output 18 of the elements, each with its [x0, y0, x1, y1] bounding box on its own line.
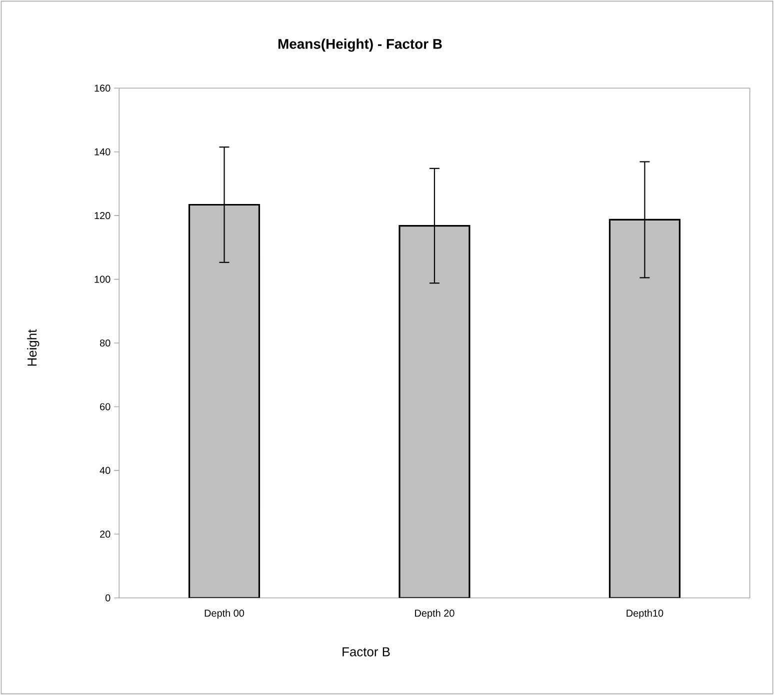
x-tick-label: Depth10 [626, 609, 664, 619]
y-axis-title: Height [27, 329, 40, 366]
x-tick-label: Depth 00 [204, 609, 244, 619]
y-tick-label: 140 [94, 148, 110, 156]
bar [188, 204, 260, 598]
y-tick-label: 120 [94, 212, 110, 220]
y-tick-label: 20 [100, 530, 110, 538]
y-tick-label: 100 [94, 276, 110, 283]
y-tick-label: 40 [100, 466, 110, 474]
bar [398, 224, 470, 598]
x-axis-title: Factor B [342, 647, 390, 656]
chart-title: Means(Height) - Factor B [278, 38, 442, 52]
y-tick-label: 60 [100, 403, 110, 410]
x-tick-label: Depth 20 [415, 609, 454, 619]
bar [608, 218, 680, 598]
y-tick-label: 160 [94, 84, 110, 92]
y-tick-label: 80 [100, 339, 110, 347]
y-tick-label: 0 [105, 594, 110, 602]
